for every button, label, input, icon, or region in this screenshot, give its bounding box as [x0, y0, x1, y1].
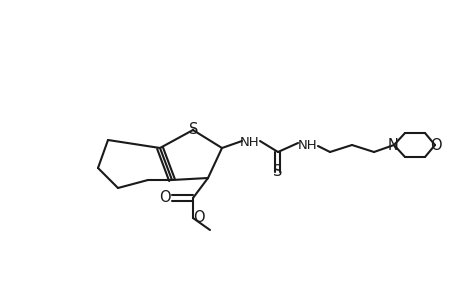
Text: S: S [189, 122, 198, 136]
Text: NH: NH [240, 136, 259, 148]
Text: O: O [159, 190, 170, 206]
Text: S: S [273, 164, 282, 179]
Text: O: O [429, 137, 441, 152]
Text: N: N [387, 137, 397, 152]
Text: NH: NH [297, 139, 317, 152]
Text: O: O [193, 211, 204, 226]
